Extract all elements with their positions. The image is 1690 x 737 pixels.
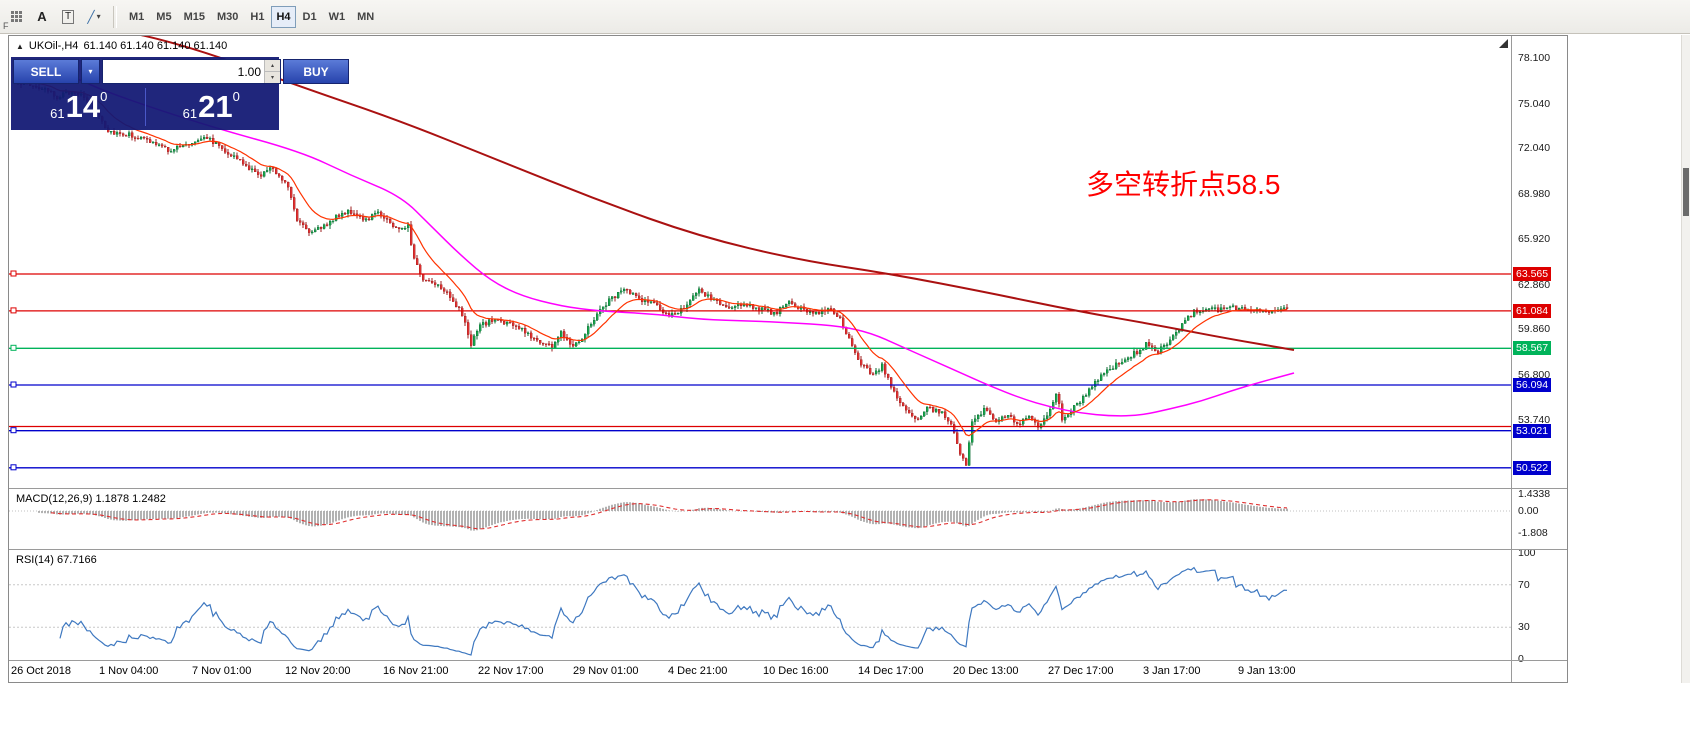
text-label-tool-button[interactable]: T bbox=[56, 5, 80, 29]
price-axis-label: 53.740 bbox=[1518, 414, 1551, 426]
price-axis-label: 65.920 bbox=[1518, 233, 1551, 245]
price-axis-label: 75.040 bbox=[1518, 97, 1551, 110]
time-axis-label: 12 Nov 20:00 bbox=[285, 665, 351, 677]
ask-pipette: 0 bbox=[232, 89, 240, 104]
time-axis-label: 20 Dec 13:00 bbox=[953, 665, 1019, 677]
macd-panel-canvas[interactable] bbox=[9, 489, 1511, 549]
symbol-name: UKOil-,H4 bbox=[28, 40, 79, 52]
main-toolbar: F A T ╱ ▾ M1 M5 M15 M30 H1 H4 D1 W1 MN bbox=[0, 0, 1690, 34]
ask-pips: 21 bbox=[198, 89, 233, 124]
time-axis-label: 16 Nov 21:00 bbox=[383, 665, 449, 677]
timeframe-m15-button[interactable]: M15 bbox=[179, 6, 210, 28]
chart-annotation-text[interactable]: 多空转折点58.5 bbox=[1086, 169, 1281, 200]
price-level-badge: 50.522 bbox=[1513, 460, 1552, 475]
volume-decrease-button[interactable]: ▾ bbox=[265, 72, 280, 83]
timeframe-m1-button[interactable]: M1 bbox=[124, 6, 149, 28]
time-axis-label: 9 Jan 13:00 bbox=[1238, 665, 1296, 677]
buy-button[interactable]: BUY bbox=[283, 59, 349, 84]
price-axis[interactable]: 78.100 75.040 72.040 68.980 65.920 62.860 59.8… bbox=[1511, 36, 1567, 682]
chevron-down-icon: ▾ bbox=[96, 12, 101, 21]
volume-spinner: ▴ ▾ bbox=[264, 60, 280, 83]
vertical-scrollbar[interactable] bbox=[1681, 35, 1690, 683]
rsi-axis-label: 100 bbox=[1518, 547, 1536, 559]
time-axis[interactable]: 26 Oct 2018 1 Nov 04:00 7 Nov 01:00 12 Nov … bbox=[9, 661, 1511, 682]
macd-axis-label: -1.808 bbox=[1518, 526, 1548, 539]
rsi-axis-label: 70 bbox=[1518, 578, 1530, 591]
panel-separator[interactable] bbox=[9, 549, 1567, 550]
price-axis-label: 56.800 bbox=[1518, 368, 1551, 381]
macd-indicator-label: MACD(12,26,9) 1.1878 1.2482 bbox=[16, 493, 166, 505]
price-level-badge: 63.565 bbox=[1513, 267, 1552, 281]
time-axis-label: 14 Dec 17:00 bbox=[858, 665, 924, 677]
price-level-badge: 53.021 bbox=[1513, 423, 1552, 438]
one-click-trading-panel: SELL ▾ ▴ ▾ BUY 61 14 0 bbox=[11, 57, 349, 130]
timeframe-d1-button[interactable]: D1 bbox=[298, 6, 322, 28]
macd-axis-label: 1.4338 bbox=[1518, 487, 1551, 500]
time-axis-label: 29 Nov 01:00 bbox=[573, 665, 639, 677]
time-axis-label: 1 Nov 04:00 bbox=[99, 665, 159, 677]
trendline-icon: ╱ bbox=[87, 9, 95, 24]
timeframe-h4-button[interactable]: H4 bbox=[271, 5, 296, 28]
grid-icon bbox=[10, 11, 22, 22]
f-key-label: F bbox=[3, 21, 9, 31]
price-level-badge: 58.567 bbox=[1513, 341, 1552, 356]
chart-title: ▲ UKOil-,H4 61.140 61.140 61.140 61.140 bbox=[16, 40, 227, 52]
shapes-tool-button[interactable]: ╱ ▾ bbox=[82, 5, 106, 29]
time-axis-label: 3 Jan 17:00 bbox=[1143, 665, 1201, 677]
windows-grid-button[interactable] bbox=[4, 5, 28, 29]
letter-t-icon: T bbox=[61, 9, 75, 24]
timeframe-mn-button[interactable]: MN bbox=[352, 6, 379, 28]
scrollbar-thumb[interactable] bbox=[1683, 168, 1689, 216]
time-axis-label: 10 Dec 16:00 bbox=[763, 665, 829, 677]
ask-price-display[interactable]: 61 21 0 bbox=[146, 86, 278, 128]
time-axis-label: 4 Dec 21:00 bbox=[668, 665, 728, 677]
ohlc-values: 61.140 61.140 61.140 61.140 bbox=[83, 40, 228, 52]
price-axis-label: 72.040 bbox=[1518, 142, 1551, 155]
price-divider bbox=[144, 88, 146, 126]
toolbar-separator bbox=[113, 5, 117, 28]
price-level-badge: 61.084 bbox=[1513, 303, 1552, 318]
timeframe-m5-button[interactable]: M5 bbox=[151, 6, 176, 28]
timeframe-w1-button[interactable]: W1 bbox=[324, 6, 351, 28]
timeframe-h1-button[interactable]: H1 bbox=[245, 6, 269, 28]
price-axis-label: 59.860 bbox=[1518, 323, 1551, 335]
price-axis-label: 62.860 bbox=[1518, 278, 1551, 291]
timeframe-m30-button[interactable]: M30 bbox=[212, 6, 243, 28]
rsi-panel-canvas[interactable] bbox=[9, 550, 1511, 660]
volume-input[interactable] bbox=[103, 60, 264, 83]
ask-units: 61 bbox=[182, 106, 198, 121]
rsi-axis-label: 30 bbox=[1518, 621, 1530, 634]
time-axis-label: 7 Nov 01:00 bbox=[192, 665, 252, 677]
bid-pipette: 0 bbox=[100, 89, 108, 104]
text-a-tool-button[interactable]: A bbox=[30, 5, 54, 29]
time-axis-label: 27 Dec 17:00 bbox=[1048, 665, 1114, 677]
volume-dropdown-button[interactable]: ▾ bbox=[81, 59, 100, 84]
macd-axis-label: 0.00 bbox=[1518, 505, 1539, 517]
price-axis-label: 68.980 bbox=[1518, 187, 1551, 200]
volume-increase-button[interactable]: ▴ bbox=[265, 60, 280, 72]
bid-price-display[interactable]: 61 14 0 bbox=[13, 86, 145, 128]
panel-separator[interactable] bbox=[9, 488, 1567, 489]
panel-separator[interactable] bbox=[9, 660, 1567, 661]
chart-window: 78.100 75.040 72.040 68.980 65.920 62.860 59.8… bbox=[8, 35, 1568, 683]
volume-field: ▴ ▾ bbox=[102, 59, 281, 84]
price-level-badge: 56.094 bbox=[1513, 378, 1552, 392]
rsi-axis-label: 0 bbox=[1518, 653, 1524, 665]
price-chart-canvas[interactable] bbox=[9, 36, 1511, 488]
time-axis-label: 22 Nov 17:00 bbox=[478, 665, 544, 677]
one-click-toggle-icon[interactable]: ▲ bbox=[16, 41, 24, 51]
bid-units: 61 bbox=[50, 106, 65, 121]
bid-pips: 14 bbox=[65, 89, 101, 124]
letter-a-icon: A bbox=[37, 9, 47, 24]
price-axis-label: 78.100 bbox=[1518, 52, 1551, 64]
rsi-indicator-label: RSI(14) 67.7166 bbox=[16, 554, 97, 566]
time-axis-label: 26 Oct 2018 bbox=[11, 665, 71, 677]
sell-button[interactable]: SELL bbox=[13, 59, 79, 84]
